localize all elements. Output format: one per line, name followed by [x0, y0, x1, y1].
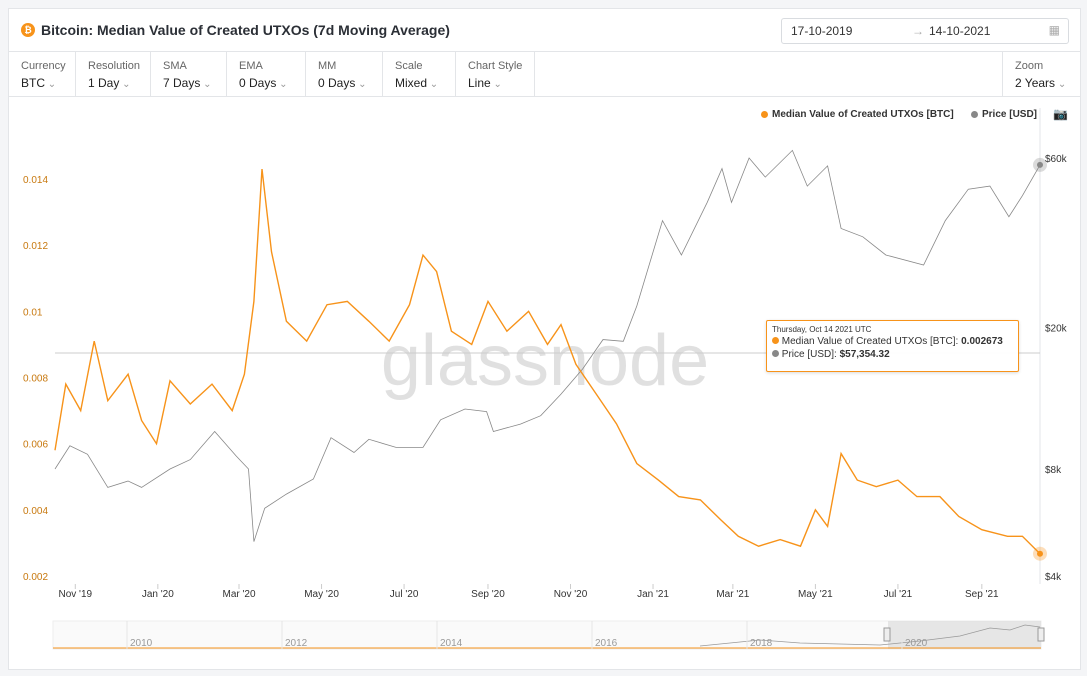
x-tick-label: Sep '20 — [471, 589, 505, 600]
date-from[interactable]: 17-10-2019 — [791, 24, 853, 38]
x-tick-label: Jul '20 — [390, 589, 419, 600]
legend-label: Price [USD] — [982, 109, 1038, 120]
ctl-value: 0 Days — [318, 76, 382, 90]
legend-label: Median Value of Created UTXOs [BTC] — [772, 109, 954, 120]
mm-select[interactable]: MM 0 Days — [306, 52, 383, 96]
x-tick-label: Jan '21 — [637, 589, 669, 600]
tooltip-dot — [772, 337, 779, 344]
tooltip-value: $57,354.32 — [839, 349, 890, 360]
y-left-tick-label: 0.008 — [23, 374, 48, 385]
tooltip-value: 0.002673 — [961, 336, 1003, 347]
navigator-price — [699, 624, 1041, 647]
navigator-year-label: 2010 — [130, 638, 153, 649]
navigator-year-label: 2016 — [595, 638, 618, 649]
tooltip: Thursday, Oct 14 2021 UTC Median Value o… — [766, 320, 1019, 372]
ctl-value: Line — [468, 76, 534, 90]
x-tick-label: May '20 — [304, 589, 339, 600]
title-text: Bitcoin: Median Value of Created UTXOs (… — [41, 22, 450, 38]
ctl-label: EMA — [239, 60, 263, 72]
tooltip-date: Thursday, Oct 14 2021 UTC — [772, 325, 872, 334]
ctl-value: 0 Days — [239, 76, 305, 90]
x-tick-label: Sep '21 — [965, 589, 999, 600]
x-tick-label: May '21 — [798, 589, 833, 600]
ctl-value: Mixed — [395, 76, 455, 90]
x-tick-label: Nov '19 — [58, 589, 92, 600]
navigator-year-label: 2014 — [440, 638, 463, 649]
resolution-select[interactable]: Resolution 1 Day — [76, 52, 151, 96]
y-left-tick-label: 0.002 — [23, 572, 48, 583]
date-to[interactable]: 14-10-2021 — [929, 24, 991, 38]
y-right-tick-label: $60k — [1045, 154, 1068, 165]
ctl-label: SMA — [163, 60, 187, 72]
navigator-handle-right — [1037, 627, 1045, 642]
ctl-value: BTC — [21, 76, 75, 90]
legend-dot — [971, 111, 978, 118]
camera-icon[interactable]: 📷 — [1053, 107, 1068, 121]
y-left-tick-label: 0.012 — [23, 241, 48, 252]
navigator-year-label: 2018 — [750, 638, 773, 649]
x-tick-label: Mar '21 — [716, 589, 749, 600]
x-tick-label: Mar '20 — [222, 589, 255, 600]
hover-marker — [1037, 550, 1043, 557]
ctl-label: MM — [318, 60, 337, 72]
ctl-label: Chart Style — [468, 60, 523, 72]
ctl-label: Zoom — [1015, 60, 1044, 72]
y-left-tick-label: 0.01 — [23, 307, 43, 318]
tooltip-dot — [772, 350, 779, 357]
x-tick-label: Nov '20 — [554, 589, 588, 600]
median-utxo-line — [54, 169, 1041, 555]
navigator-handle-left — [883, 627, 891, 642]
ctl-value: 2 Years — [1015, 76, 1080, 90]
scale-select[interactable]: Scale Mixed — [383, 52, 456, 96]
navigator — [52, 620, 1042, 650]
legend-price[interactable]: Price [USD] — [971, 109, 1037, 120]
tooltip-label: Price [USD]: — [781, 349, 840, 360]
navigator-year-label: 2012 — [285, 638, 308, 649]
ctl-label: Scale — [395, 60, 423, 72]
bitcoin-icon: ₿ — [21, 23, 35, 37]
x-tick-label: Jul '21 — [884, 589, 913, 600]
navigator-year-label: 2020 — [905, 638, 928, 649]
legend-dot — [761, 111, 768, 118]
hover-marker — [1037, 161, 1043, 168]
y-left-tick-label: 0.014 — [23, 175, 48, 186]
date-range-picker[interactable]: 17-10-2019 → 14-10-2021 ▦ — [781, 18, 1069, 44]
ctl-label: Resolution — [88, 60, 140, 72]
y-right-tick-label: $4k — [1045, 572, 1062, 583]
chart-title: ₿ Bitcoin: Median Value of Created UTXOs … — [21, 22, 450, 38]
price-line — [54, 149, 1041, 542]
ctl-value: 7 Days — [163, 76, 226, 90]
sma-select[interactable]: SMA 7 Days — [151, 52, 227, 96]
tooltip-label: Median Value of Created UTXOs [BTC]: — [781, 336, 962, 347]
y-left-tick-label: 0.006 — [23, 440, 48, 451]
calendar-icon[interactable]: ▦ — [1048, 23, 1060, 37]
ctl-value: 1 Day — [88, 76, 150, 90]
ema-select[interactable]: EMA 0 Days — [227, 52, 306, 96]
arrow-icon: → — [912, 24, 924, 38]
currency-select[interactable]: Currency BTC — [9, 52, 76, 96]
ctl-label: Currency — [21, 60, 66, 72]
x-tick-label: Jan '20 — [142, 589, 174, 600]
controls-bar: Currency BTC Resolution 1 Day SMA 7 Days EM… — [9, 51, 1080, 97]
legend-median[interactable]: Median Value of Created UTXOs [BTC] — [761, 109, 954, 120]
chart-style-select[interactable]: Chart Style Line — [456, 52, 535, 96]
watermark: glassnode — [381, 321, 709, 401]
y-left-tick-label: 0.004 — [23, 506, 48, 517]
y-right-tick-label: $20k — [1045, 324, 1068, 335]
zoom-select[interactable]: Zoom 2 Years — [1002, 52, 1080, 96]
y-right-tick-label: $8k — [1045, 465, 1062, 476]
